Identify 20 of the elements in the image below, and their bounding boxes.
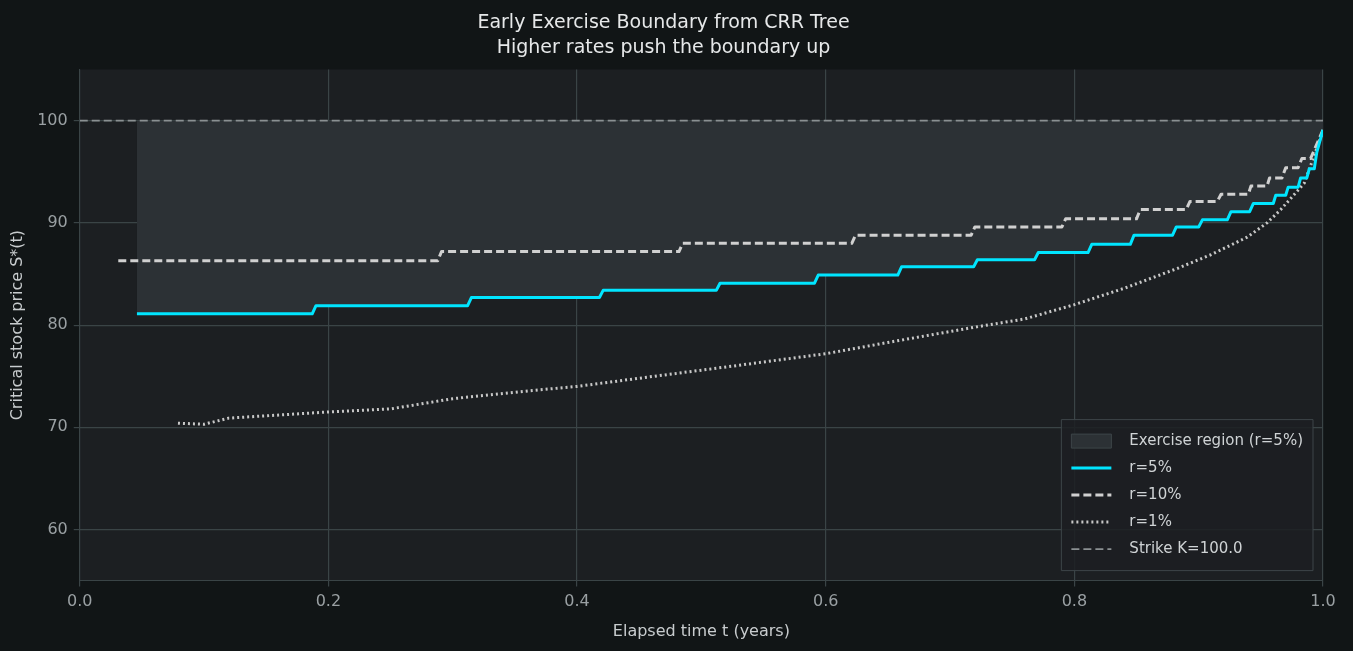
legend-label: r=5%	[1129, 457, 1172, 476]
x-tick-label: 0.8	[1061, 591, 1088, 611]
y-tick-label: 60	[47, 518, 68, 538]
x-tick-label: 0.0	[67, 591, 93, 611]
y-tick-label: 70	[47, 416, 68, 436]
x-tick-label: 0.4	[564, 591, 590, 611]
legend-label: Strike K=100.0	[1129, 538, 1243, 557]
x-tick-label: 0.6	[812, 591, 839, 611]
legend-label: r=1%	[1129, 511, 1172, 530]
chart-title: Early Exercise Boundary from CRR Tree	[477, 10, 850, 33]
x-tick-label: 0.2	[315, 591, 342, 611]
y-tick-label: 100	[37, 109, 68, 129]
y-axis-title: Critical stock price S*(t)	[6, 229, 26, 421]
y-tick-label: 90	[47, 212, 68, 232]
legend-label: r=10%	[1129, 484, 1182, 503]
y-tick-label: 80	[47, 314, 68, 334]
legend-label: Exercise region (r=5%)	[1129, 430, 1304, 449]
x-tick-label: 1.0	[1310, 591, 1336, 611]
chart-subtitle: Higher rates push the boundary up	[496, 35, 831, 58]
x-axis-title: Elapsed time t (years)	[612, 620, 790, 640]
